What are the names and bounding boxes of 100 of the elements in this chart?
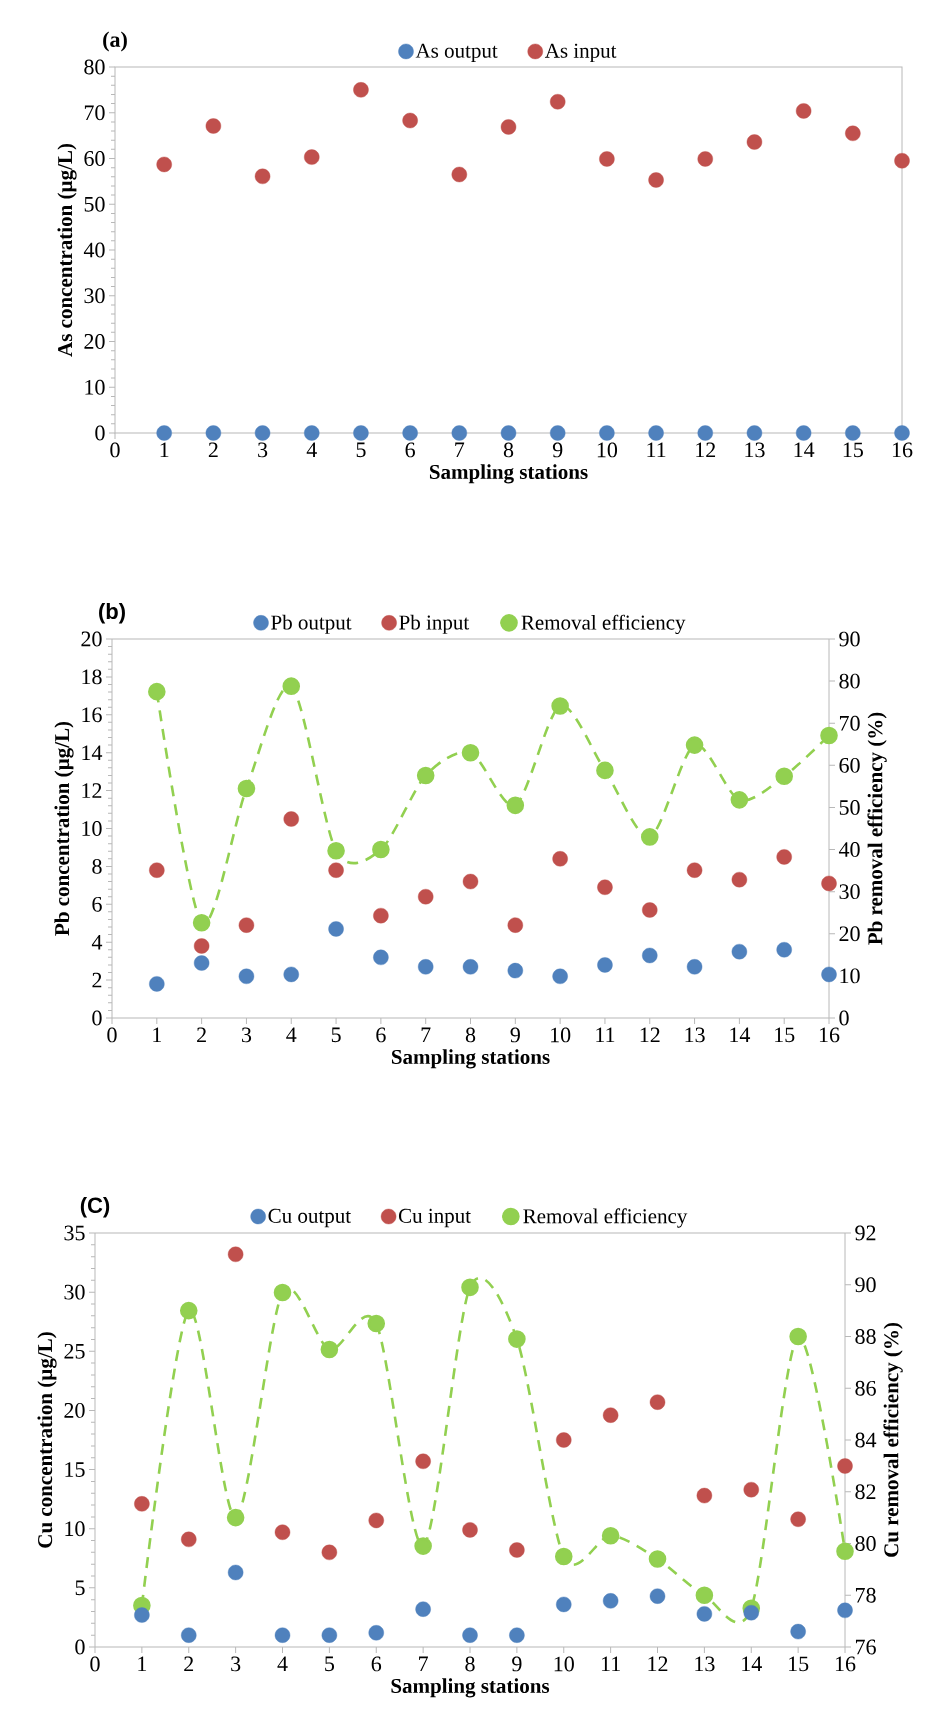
point bbox=[696, 1487, 713, 1504]
point bbox=[327, 842, 345, 860]
legend-label: Pb input bbox=[399, 614, 470, 634]
point bbox=[283, 966, 299, 983]
x-tick-label: 11 bbox=[596, 1027, 615, 1043]
point bbox=[790, 1623, 806, 1640]
point bbox=[746, 425, 763, 441]
point bbox=[599, 425, 615, 441]
y-tick-label: 20 bbox=[84, 334, 105, 349]
point bbox=[509, 1627, 525, 1643]
y2-tick-label: 80 bbox=[855, 1536, 876, 1551]
point bbox=[402, 425, 418, 441]
x-tick-label: 3 bbox=[231, 1656, 241, 1672]
point bbox=[353, 82, 369, 98]
x-tick-label: 5 bbox=[331, 1027, 341, 1043]
y-tick-label: 2 bbox=[92, 972, 102, 988]
y2-tick-label: 78 bbox=[855, 1587, 876, 1603]
point bbox=[790, 1511, 806, 1527]
point bbox=[642, 947, 658, 964]
x-tick-label: 12 bbox=[640, 1027, 660, 1043]
point bbox=[328, 862, 344, 878]
point bbox=[821, 875, 837, 892]
point bbox=[696, 1606, 713, 1622]
y2-tick-label: 60 bbox=[839, 757, 860, 773]
y-tick-label: 35 bbox=[64, 1225, 85, 1241]
point bbox=[417, 889, 434, 905]
y2-tick-label: 86 bbox=[855, 1380, 876, 1396]
x-tick-label: 2 bbox=[184, 1656, 194, 1672]
point bbox=[820, 726, 838, 745]
x-tick-label: 16 bbox=[819, 1027, 840, 1043]
point bbox=[602, 1407, 619, 1423]
point bbox=[894, 153, 910, 169]
y2-tick-label: 82 bbox=[855, 1484, 876, 1500]
point bbox=[743, 1481, 759, 1498]
x-tick-label: 14 bbox=[730, 1027, 751, 1043]
point bbox=[795, 103, 812, 119]
point bbox=[451, 425, 468, 441]
y-tick-label: 60 bbox=[84, 151, 105, 166]
point bbox=[148, 682, 166, 701]
x-tick-label: 15 bbox=[843, 442, 863, 458]
point bbox=[552, 968, 568, 984]
point bbox=[508, 1330, 526, 1348]
point bbox=[237, 779, 256, 798]
point bbox=[549, 425, 566, 441]
point bbox=[462, 1522, 478, 1538]
y-tick-label: 8 bbox=[92, 858, 102, 874]
x-tick-label: 1 bbox=[160, 442, 169, 458]
point bbox=[283, 811, 299, 827]
y-tick-label: 30 bbox=[64, 1284, 85, 1300]
y-tick-label: 0 bbox=[92, 1010, 102, 1026]
point bbox=[304, 149, 320, 165]
point bbox=[685, 736, 704, 754]
y2-tick-label: 50 bbox=[839, 800, 860, 815]
x-tick-label: 11 bbox=[647, 442, 666, 458]
y-axis-title: Pb concentration (µg/L) bbox=[54, 721, 74, 936]
y2-tick-label: 0 bbox=[839, 1010, 849, 1026]
point bbox=[775, 767, 793, 786]
point bbox=[556, 1432, 572, 1448]
point bbox=[556, 1596, 572, 1613]
x-tick-label: 5 bbox=[325, 1656, 335, 1672]
point bbox=[795, 425, 812, 441]
point bbox=[134, 1496, 150, 1512]
point bbox=[697, 425, 713, 441]
point bbox=[601, 1526, 620, 1545]
point bbox=[642, 902, 658, 918]
x-tick-label: 1 bbox=[153, 1027, 161, 1043]
x-axis-title: Sampling stations bbox=[391, 1678, 550, 1698]
point bbox=[373, 907, 389, 924]
x-tick-label: 11 bbox=[601, 1656, 620, 1672]
point bbox=[181, 1531, 197, 1548]
point bbox=[599, 151, 615, 167]
point bbox=[648, 1550, 667, 1568]
y-tick-label: 40 bbox=[83, 242, 105, 258]
point bbox=[462, 959, 479, 975]
point bbox=[402, 112, 418, 129]
point bbox=[179, 1301, 198, 1320]
point bbox=[415, 1453, 431, 1469]
point bbox=[776, 942, 792, 958]
x-tick-label: 0 bbox=[110, 442, 120, 458]
legend-label: Pb output bbox=[271, 614, 352, 634]
y-axis-title: As concentration (µg/L) bbox=[57, 143, 77, 357]
y-tick-label: 10 bbox=[65, 1521, 85, 1537]
point bbox=[417, 959, 434, 975]
point bbox=[416, 766, 435, 785]
point bbox=[776, 849, 792, 865]
x-tick-label: 16 bbox=[835, 1656, 856, 1672]
point bbox=[731, 943, 748, 960]
x-tick-label: 8 bbox=[503, 442, 514, 458]
x-tick-label: 14 bbox=[742, 1656, 762, 1672]
point bbox=[500, 425, 517, 441]
x-tick-label: 1 bbox=[138, 1656, 147, 1672]
x-tick-label: 8 bbox=[465, 1027, 476, 1043]
point bbox=[602, 1593, 619, 1609]
y-tick-label: 6 bbox=[92, 896, 102, 912]
point bbox=[597, 879, 613, 895]
point bbox=[373, 949, 389, 966]
x-tick-label: 6 bbox=[371, 1656, 382, 1672]
x-tick-label: 10 bbox=[554, 1656, 574, 1672]
point bbox=[367, 1314, 386, 1333]
point bbox=[461, 743, 480, 762]
